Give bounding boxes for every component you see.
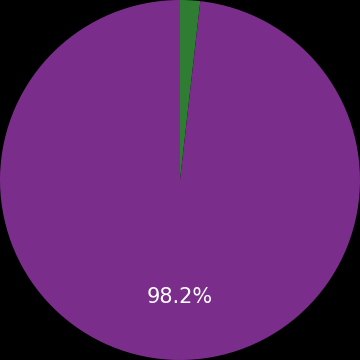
Wedge shape (180, 0, 200, 180)
Text: 98.2%: 98.2% (147, 287, 213, 307)
